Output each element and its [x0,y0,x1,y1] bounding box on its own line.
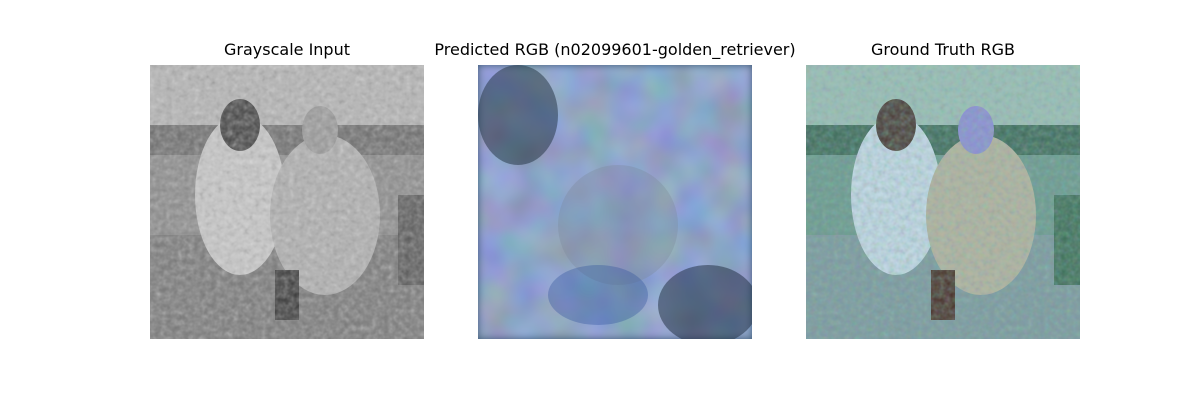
predicted-photo [478,65,752,339]
grayscale-photo [150,65,424,339]
ground-truth-photo [806,65,1080,339]
panel-title: Predicted RGB (n02099601-golden_retrieve… [434,40,796,59]
panel-title: Ground Truth RGB [870,40,1016,59]
panel-title: Grayscale Input [224,40,350,59]
